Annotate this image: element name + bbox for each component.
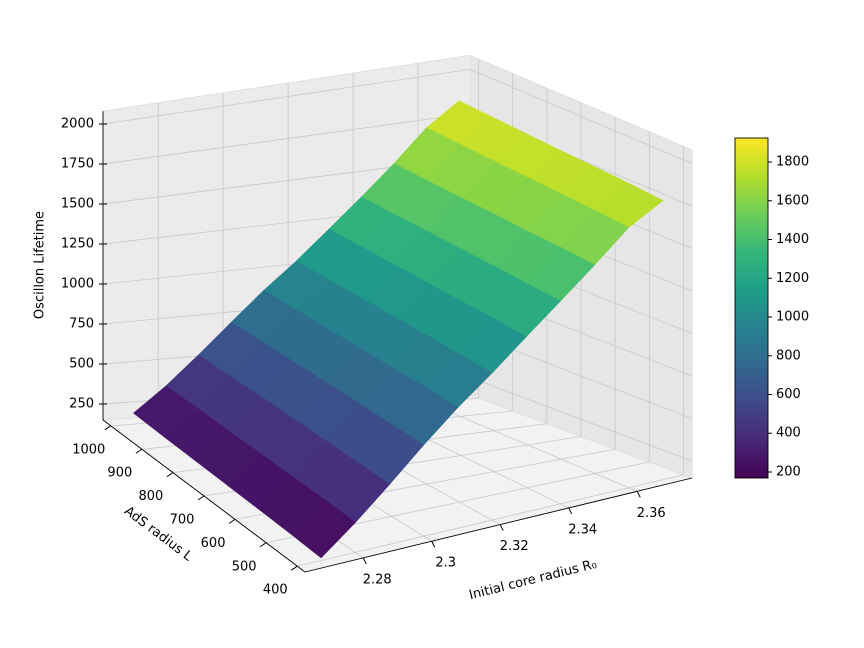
axis-line <box>304 477 693 573</box>
z-tick-label: 1500 <box>61 197 94 212</box>
grid-line <box>102 69 471 125</box>
colorbar-tick-label: 1000 <box>776 310 809 325</box>
y-tick <box>104 425 112 431</box>
colorbar <box>734 137 769 479</box>
z-axis-label: Oscillon Lifetime <box>33 211 48 319</box>
x-tick-label: 2.34 <box>568 522 597 537</box>
grid-line <box>469 377 693 462</box>
colorbar-tick-label: 1600 <box>776 193 809 208</box>
x-tick <box>499 524 504 531</box>
y-tick <box>259 542 267 548</box>
z-tick-label: 2000 <box>61 117 94 132</box>
y-tick <box>290 565 298 571</box>
x-tick <box>568 507 573 515</box>
colorbar-tick-label: 1200 <box>776 271 809 286</box>
y-tick-label: 1000 <box>72 442 105 457</box>
x-tick-label: 2.28 <box>363 572 392 587</box>
x-tick-label: 2.32 <box>500 539 529 554</box>
colorbar-tick-label: 400 <box>776 426 801 441</box>
y-tick <box>166 472 174 478</box>
colorbar-tick-label: 800 <box>776 348 801 363</box>
colorbar-tick-label: 1800 <box>776 155 809 170</box>
y-tick-label: 700 <box>170 513 195 528</box>
z-tick-label: 1000 <box>61 277 94 292</box>
x-tick <box>636 491 641 498</box>
z-tick-label: 1750 <box>61 157 94 172</box>
surface-patch <box>289 498 356 559</box>
grid-line <box>297 474 684 567</box>
y-tick-label: 900 <box>107 466 132 481</box>
x-axis-label: Initial core radius R₀ <box>468 557 599 603</box>
z-tick-label: 500 <box>69 357 94 372</box>
grid-line <box>469 69 693 164</box>
colorbar-tick-label: 1400 <box>776 232 809 247</box>
y-tick <box>197 495 205 501</box>
x-tick-label: 2.3 <box>435 556 456 571</box>
y-tick-label: 400 <box>263 583 288 598</box>
colorbar-tick-label: 600 <box>776 387 801 402</box>
z-tick-label: 250 <box>69 397 94 412</box>
x-tick <box>431 540 436 548</box>
colorbar-tick-label: 200 <box>776 464 801 479</box>
z-tick-label: 750 <box>69 317 94 332</box>
y-tick <box>135 448 143 454</box>
y-tick-label: 500 <box>232 559 257 574</box>
x-tick-label: 2.36 <box>637 506 666 521</box>
grid-line <box>102 113 471 165</box>
z-tick-label: 1250 <box>61 237 94 252</box>
y-tick-label: 600 <box>201 536 226 551</box>
x-tick <box>362 557 367 565</box>
y-tick-label: 800 <box>139 489 164 504</box>
y-tick <box>228 518 236 524</box>
